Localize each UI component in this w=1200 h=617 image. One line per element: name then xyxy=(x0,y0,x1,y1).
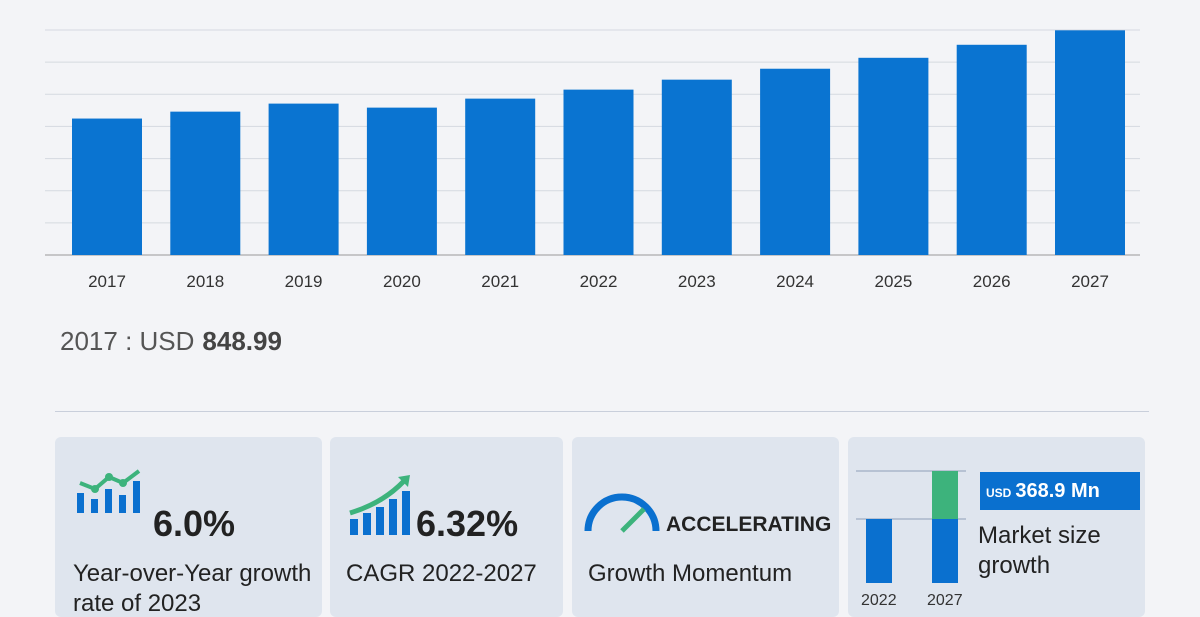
cagr-icon xyxy=(349,475,410,535)
card: ACCELERATING Growth Momentum xyxy=(572,437,839,617)
divider xyxy=(55,411,1149,412)
year-label: 2027 xyxy=(927,592,963,609)
x-tick-label: 2027 xyxy=(1071,272,1109,291)
card-label: Growth Momentum xyxy=(588,560,793,587)
x-tick-label: 2017 xyxy=(88,272,126,291)
card-value: 6.0% xyxy=(153,503,236,544)
mini-chart xyxy=(856,470,966,583)
chart: 2017 2018 2019 2020 2021 2022 2023 2024 2025 2026… xyxy=(45,29,1140,291)
bar xyxy=(72,118,142,255)
card-label: Year-over-Year growth rate of 2023 xyxy=(73,560,312,617)
x-tick-label: 2020 xyxy=(383,272,421,291)
bar xyxy=(366,107,437,255)
card: USD 368.9 Mn Market size growth 2022 2027 xyxy=(848,437,1145,617)
summary-label: 2017 : USD xyxy=(60,326,195,356)
bar xyxy=(465,98,536,255)
card-value: ACCELERATING xyxy=(666,513,832,536)
badge-unit: USD xyxy=(986,486,1012,500)
card: 6.0% Year-over-Year growth rate of 2023 xyxy=(55,437,322,617)
card-value: 6.32% xyxy=(416,503,519,544)
bar xyxy=(661,79,732,256)
card-label: Market size growth xyxy=(978,522,1101,579)
x-tick-label: 2019 xyxy=(285,272,323,291)
page: {"chart_data": {"type": "bar", "categori… xyxy=(45,29,1149,617)
x-tick-label: 2026 xyxy=(973,272,1011,291)
x-tick-label: 2025 xyxy=(874,272,912,291)
bar xyxy=(760,68,831,255)
bar xyxy=(858,57,929,255)
badge: USD 368.9 Mn xyxy=(980,472,1140,510)
summary: 2017 : USD 848.99 xyxy=(60,326,282,357)
x-tick-label: 2022 xyxy=(580,272,618,291)
bar xyxy=(1055,30,1125,256)
summary-value: 848.99 xyxy=(202,326,282,356)
x-tick-label: 2018 xyxy=(186,272,224,291)
card-label: CAGR 2022-2027 xyxy=(346,560,537,587)
x-tick-label: 2021 xyxy=(481,272,519,291)
gauge-icon xyxy=(584,493,660,533)
growth-icon xyxy=(77,469,141,513)
year-label: 2022 xyxy=(861,592,897,609)
bar xyxy=(956,44,1027,256)
bar xyxy=(170,111,241,256)
badge-value: 368.9 Mn xyxy=(1015,480,1100,502)
x-tick-label: 2024 xyxy=(776,272,814,291)
bar xyxy=(268,103,339,255)
x-tick-label: 2023 xyxy=(678,272,716,291)
card: 6.32% CAGR 2022-2027 xyxy=(330,437,563,617)
bar xyxy=(563,89,634,255)
